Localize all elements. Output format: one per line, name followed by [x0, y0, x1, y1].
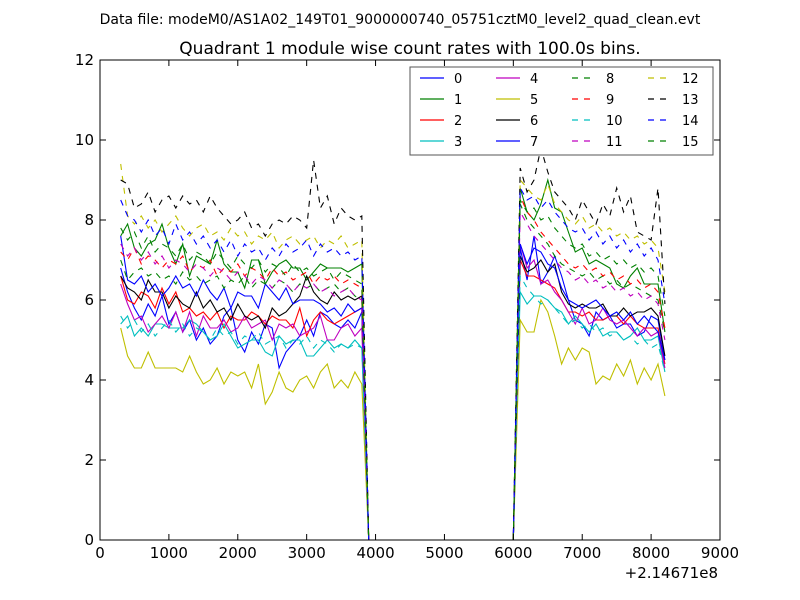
legend-label-12: 12 [682, 72, 699, 87]
legend-label-6: 6 [530, 114, 538, 129]
x-tick-label: 0 [95, 544, 105, 562]
series-line-13 [120, 147, 666, 540]
y-tick-label: 4 [84, 371, 94, 389]
series-line-1 [120, 177, 666, 540]
legend-label-8: 8 [606, 72, 614, 87]
chart-title: Quadrant 1 module wise count rates with … [179, 39, 640, 59]
x-tick-label: 2000 [219, 544, 257, 562]
y-tick-label: 2 [84, 451, 94, 469]
legend-label-0: 0 [454, 72, 462, 87]
y-tick-label: 8 [84, 211, 94, 229]
x-tick-label: 9000 [701, 544, 739, 562]
axes-layer: 0 1000 2000 3000 4000 5000 6000 7000 8000 9000 0 2 4… [75, 51, 739, 562]
series-line-12 [120, 163, 666, 540]
series-line-7 [120, 235, 666, 540]
series-line-6 [120, 255, 666, 540]
series-line-15 [120, 198, 666, 540]
legend-label-2: 2 [454, 114, 462, 129]
x-axis-offset-label: +2.14671e8 [625, 564, 718, 582]
x-tick-label: 3000 [288, 544, 326, 562]
series-line-4 [120, 243, 666, 540]
y-tick-label: 12 [75, 51, 94, 69]
series-line-5 [120, 298, 666, 540]
x-tick-label: 4000 [356, 544, 394, 562]
series-line-3 [120, 290, 666, 540]
series-line-14 [120, 186, 666, 540]
legend-label-14: 14 [682, 114, 699, 129]
series-line-9 [120, 195, 666, 540]
y-tick-label: 10 [75, 131, 94, 149]
legend-label-15: 15 [682, 135, 699, 150]
series-line-8 [120, 203, 666, 540]
x-tick-label: 6000 [494, 544, 532, 562]
chart-suptitle: Data file: modeM0/AS1A02_149T01_90000007… [100, 12, 701, 28]
series-line-2 [120, 259, 666, 540]
legend-label-3: 3 [454, 135, 462, 150]
legend-label-13: 13 [682, 93, 699, 108]
series-line-10 [120, 274, 666, 540]
legend-label-10: 10 [606, 114, 623, 129]
legend-box [409, 66, 714, 156]
y-tick-label: 0 [84, 531, 94, 549]
legend-label-1: 1 [454, 93, 462, 108]
legend-label-4: 4 [530, 72, 538, 87]
x-tick-label: 7000 [563, 544, 601, 562]
x-tick-label: 5000 [425, 544, 463, 562]
y-tick-label: 6 [84, 291, 94, 309]
legend-label-11: 11 [606, 135, 623, 150]
x-tick-label: 1000 [150, 544, 188, 562]
series-layer [120, 147, 666, 540]
legend-label-5: 5 [530, 93, 538, 108]
x-tick-label: 8000 [632, 544, 670, 562]
series-line-11 [120, 210, 666, 540]
legend-label-7: 7 [530, 135, 538, 150]
legend-label-9: 9 [606, 93, 614, 108]
